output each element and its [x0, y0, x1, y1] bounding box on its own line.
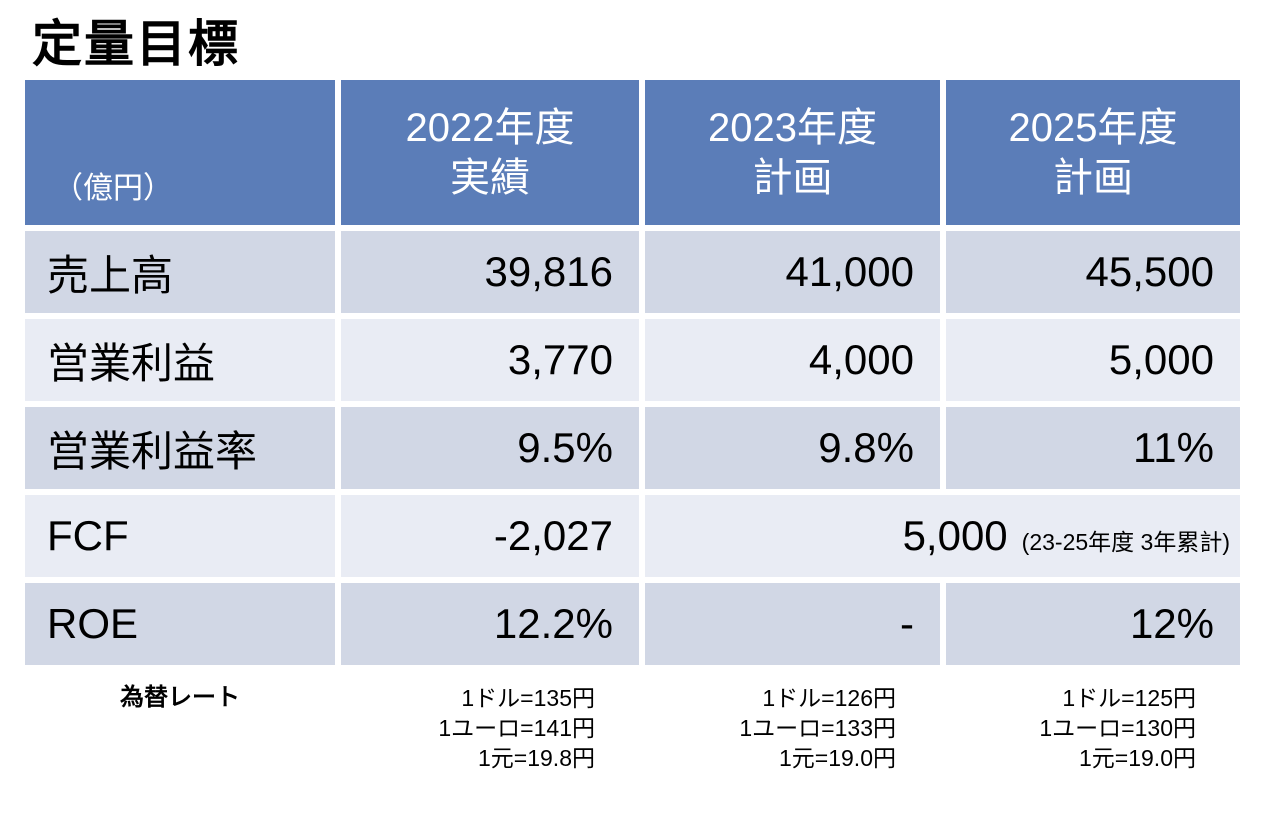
roe-fy2022: 12.2% — [341, 583, 639, 665]
exchange-rate-label: 為替レート — [120, 684, 240, 711]
fcf-merged-plan-cell: 5,000 (23-25年度 3年累計) — [645, 495, 1240, 577]
fcf-plan-value: 5,000 — [902, 512, 1008, 559]
header-type: 実績 — [450, 155, 530, 200]
rate-usd: 1ドル=135円 — [461, 685, 595, 711]
row-label-operating-profit: 営業利益 — [25, 319, 335, 401]
rate-usd: 1ドル=126円 — [762, 685, 896, 711]
sales-fy2025: 45,500 — [946, 231, 1240, 313]
operating-profit-fy2022: 3,770 — [341, 319, 639, 401]
fcf-fy2022: -2,027 — [341, 495, 639, 577]
rate-cny: 1元=19.0円 — [779, 745, 896, 771]
roe-fy2023: - — [645, 583, 940, 665]
operating-margin-fy2022: 9.5% — [341, 407, 639, 489]
row-label-operating-margin: 営業利益率 — [25, 407, 335, 489]
rate-cny: 1元=19.0円 — [1079, 745, 1196, 771]
operating-profit-fy2023: 4,000 — [645, 319, 940, 401]
roe-fy2025: 12% — [946, 583, 1240, 665]
header-fy2025-plan: 2025年度 計画 — [946, 80, 1240, 225]
rate-cny: 1元=19.8円 — [478, 745, 595, 771]
operating-margin-fy2025: 11% — [946, 407, 1240, 489]
header-type: 計画 — [752, 155, 833, 200]
header-fy2023-plan: 2023年度 計画 — [645, 80, 940, 225]
header-type: 計画 — [1053, 155, 1133, 200]
targets-table: （億円） 2022年度 実績 2023年度 計画 2025年度 計画 売上高 3… — [25, 80, 1240, 787]
rate-usd: 1ドル=125円 — [1062, 685, 1196, 711]
unit-label: （億円） — [53, 172, 173, 205]
sales-fy2023: 41,000 — [645, 231, 940, 313]
row-label-sales: 売上高 — [25, 231, 335, 313]
rate-eur: 1ユーロ=141円 — [438, 715, 595, 741]
fcf-plan-content: 5,000 (23-25年度 3年累計) — [903, 512, 1230, 560]
header-unit-cell: （億円） — [25, 80, 335, 225]
rate-eur: 1ユーロ=133円 — [739, 715, 896, 741]
operating-margin-fy2023: 9.8% — [645, 407, 940, 489]
row-label-fcf: FCF — [25, 495, 335, 577]
page-title: 定量目標 — [32, 16, 240, 72]
rates-fy2022: 1ドル=135円 1ユーロ=141円 1元=19.8円 — [341, 671, 639, 787]
sales-fy2022: 39,816 — [341, 231, 639, 313]
row-label-roe: ROE — [25, 583, 335, 665]
rates-fy2023: 1ドル=126円 1ユーロ=133円 1元=19.0円 — [645, 671, 940, 787]
rate-eur: 1ユーロ=130円 — [1039, 715, 1196, 741]
header-year: 2025年度 — [1008, 105, 1178, 150]
fcf-plan-note: (23-25年度 3年累計) — [1021, 529, 1230, 555]
rates-fy2025: 1ドル=125円 1ユーロ=130円 1元=19.0円 — [946, 671, 1240, 787]
operating-profit-fy2025: 5,000 — [946, 319, 1240, 401]
header-year: 2022年度 — [405, 105, 575, 150]
header-fy2022-actual: 2022年度 実績 — [341, 80, 639, 225]
header-year: 2023年度 — [708, 105, 877, 150]
